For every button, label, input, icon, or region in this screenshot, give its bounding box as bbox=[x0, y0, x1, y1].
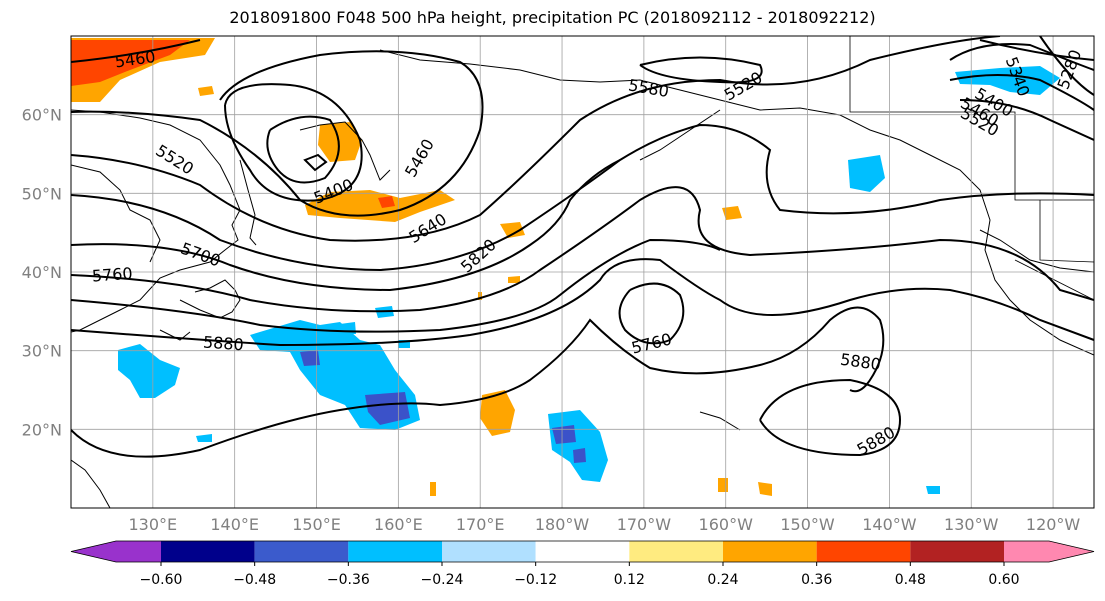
longitude-label: 170°E bbox=[456, 515, 505, 534]
longitude-label: 130°E bbox=[129, 515, 178, 534]
precip-patch bbox=[378, 196, 395, 208]
colorbar-tick-label: −0.36 bbox=[327, 572, 370, 588]
precip-patch bbox=[573, 448, 586, 463]
precip-patch bbox=[300, 350, 320, 366]
precip-patch bbox=[955, 66, 1060, 95]
longitude-label: 150°E bbox=[292, 515, 341, 534]
borders bbox=[849, 36, 1094, 301]
colorbar-tick-label: −0.48 bbox=[233, 572, 276, 588]
precip-patch bbox=[318, 122, 362, 162]
precip-shading bbox=[71, 38, 1060, 496]
latitude-label: 20°N bbox=[22, 420, 62, 439]
precip-patch bbox=[718, 478, 728, 492]
colorbar-segment bbox=[910, 541, 1004, 562]
precip-patch bbox=[500, 222, 525, 238]
colorbar: −0.60 −0.48 −0.36 −0.24 −0.12 0.12 0.24 0.36 0.4… bbox=[70, 540, 1095, 588]
latitude-label: 40°N bbox=[22, 263, 62, 282]
map-frame bbox=[70, 35, 1095, 509]
precip-patch bbox=[552, 425, 576, 444]
colorbar-segment bbox=[1004, 541, 1049, 562]
precip-patch bbox=[848, 155, 885, 192]
colorbar-segment bbox=[442, 541, 536, 562]
precip-patch bbox=[758, 482, 772, 496]
latitude-labels: 60°N 50°N 40°N 30°N 20°N bbox=[22, 106, 62, 440]
colorbar-segment bbox=[348, 541, 442, 562]
longitude-label: 130°W bbox=[944, 515, 999, 534]
longitude-label: 140°E bbox=[210, 515, 259, 534]
contour-label: 5760 bbox=[91, 264, 133, 286]
gridlines bbox=[71, 36, 1094, 508]
colorbar-segment bbox=[161, 541, 255, 562]
colorbar-segment bbox=[116, 541, 161, 562]
colorbar-tick-label: 0.60 bbox=[988, 572, 1019, 588]
colorbar-tick-label: 0.36 bbox=[801, 572, 832, 588]
colorbar-segment bbox=[535, 541, 630, 562]
height-contours bbox=[71, 36, 1094, 458]
longitude-label: 150°W bbox=[780, 515, 835, 534]
coastlines bbox=[71, 49, 1094, 508]
longitude-labels: 130°E 140°E 150°E 160°E 170°E 180°W 170°W 160°W… bbox=[129, 515, 1081, 534]
colorbar-segment bbox=[723, 541, 817, 562]
precip-patch bbox=[926, 486, 940, 494]
precip-patch bbox=[118, 344, 180, 398]
latitude-label: 60°N bbox=[22, 106, 62, 125]
precip-patch bbox=[430, 482, 436, 496]
latitude-label: 30°N bbox=[22, 342, 62, 361]
colorbar-tick-label: −0.24 bbox=[421, 572, 464, 588]
colorbar-extend-low bbox=[71, 541, 116, 562]
precip-patch bbox=[196, 434, 212, 442]
colorbar-segment bbox=[254, 541, 349, 562]
colorbar-extend-high bbox=[1049, 541, 1094, 562]
longitude-label: 160°E bbox=[374, 515, 423, 534]
colorbar-segment bbox=[629, 541, 723, 562]
colorbar-tick-label: −0.12 bbox=[514, 572, 557, 588]
colorbar-tick-label: 0.48 bbox=[895, 572, 926, 588]
latitude-label: 50°N bbox=[22, 184, 62, 203]
longitude-label: 140°W bbox=[862, 515, 917, 534]
longitude-label: 180°W bbox=[535, 515, 590, 534]
longitude-label: 120°W bbox=[1026, 515, 1081, 534]
colorbar-tick-label: −0.60 bbox=[140, 572, 183, 588]
precip-patch bbox=[71, 40, 190, 86]
page-title: 2018091800 F048 500 hPa height, precipit… bbox=[229, 8, 876, 27]
colorbar-tick-label: 0.12 bbox=[614, 572, 645, 588]
longitude-label: 160°W bbox=[699, 515, 754, 534]
colorbar-outline bbox=[70, 540, 1095, 563]
precip-patch bbox=[198, 86, 214, 96]
colorbar-tick-label: 0.24 bbox=[707, 572, 738, 588]
longitude-label: 170°W bbox=[617, 515, 672, 534]
colorbar-segment bbox=[816, 541, 911, 562]
precip-patch bbox=[722, 206, 742, 220]
precip-patch bbox=[508, 276, 520, 283]
precip-patch bbox=[480, 390, 515, 436]
contour-label: 5880 bbox=[202, 332, 244, 354]
